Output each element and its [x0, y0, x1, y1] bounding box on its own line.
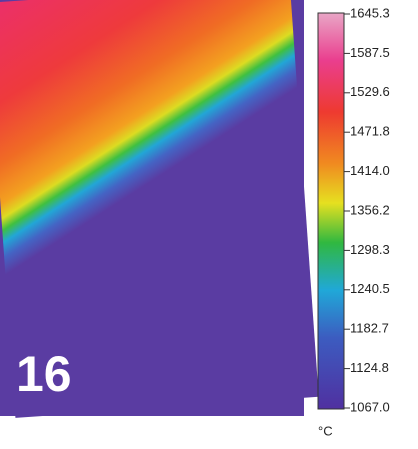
tick-label: 1240.5	[350, 281, 390, 296]
tick-label: 1529.6	[350, 84, 390, 99]
panel-label: 16	[16, 346, 72, 402]
page: 16 °C 1645.3 1587.5 1529.6 1471.8 1414.0 1356…	[0, 0, 418, 444]
tick-label: 1182.7	[350, 321, 389, 336]
tick-label: 1645.3	[350, 5, 390, 20]
colorbar	[318, 13, 344, 409]
tick-label: 1414.0	[350, 163, 390, 178]
thermal-view: 16 °C 1645.3 1587.5 1529.6 1471.8 1414.0 1356…	[0, 0, 418, 444]
tick-label: 1298.3	[350, 242, 390, 257]
tick-label: 1587.5	[350, 45, 390, 60]
tick-label: 1124.8	[350, 360, 389, 375]
colorbar-unit: °C	[318, 423, 333, 438]
tick-label: 1356.2	[350, 202, 390, 217]
tick-label: 1067.0	[350, 399, 390, 414]
tick-label: 1471.8	[350, 124, 390, 139]
